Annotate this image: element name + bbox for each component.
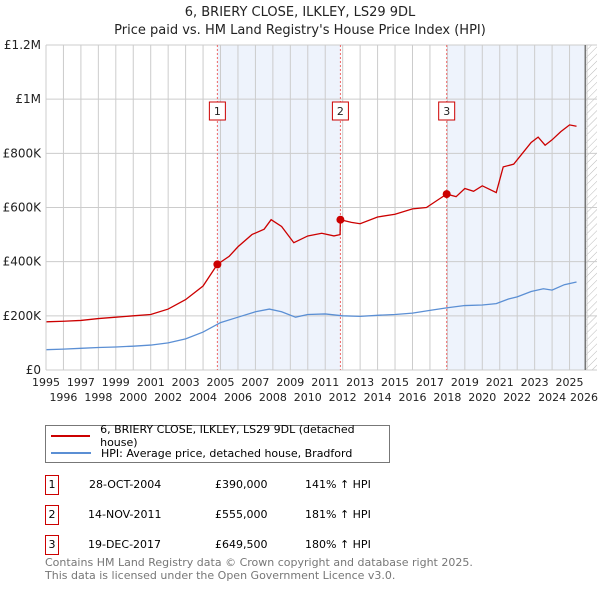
y-tick-label: £0: [26, 363, 41, 377]
hpi-line: [45, 281, 577, 351]
sale-date: 14-NOV-2011: [88, 508, 162, 521]
sale-marker: 3: [45, 535, 59, 555]
x-tick-label: 2002: [154, 391, 182, 404]
x-tick-label: 2003: [172, 376, 200, 389]
chart-subtitle: Price paid vs. HM Land Registry's House …: [114, 23, 486, 38]
x-tick-label: 2014: [364, 391, 392, 404]
x-tick-label: 2018: [433, 391, 461, 404]
sale-row: 3 19-DEC-2017 £649,500 180% ↑ HPI: [45, 535, 445, 555]
y-tick-label: £1.2M: [4, 38, 41, 52]
y-tick-label: £800K: [3, 146, 43, 160]
x-tick-label: 2013: [346, 376, 374, 389]
sale-hpi: 181% ↑ HPI: [305, 508, 371, 521]
x-tick-label: 1997: [67, 376, 95, 389]
x-tick-label: 2001: [137, 376, 165, 389]
x-tick-label: 2015: [381, 376, 409, 389]
sale-price: £649,500: [215, 538, 268, 551]
x-tick-label: 2006: [224, 391, 252, 404]
sale-marker-box: [331, 101, 349, 121]
x-tick-label: 2008: [259, 391, 287, 404]
legend-label-property: 6, BRIERY CLOSE, ILKLEY, LS29 9DL (detac…: [100, 423, 355, 449]
x-tick-label: 2005: [207, 376, 235, 389]
sale-marker-label: 1: [214, 105, 221, 118]
sale-marker-box: [208, 101, 226, 121]
chart-title: 6, BRIERY CLOSE, ILKLEY, LS29 9DL: [184, 5, 416, 20]
x-tick-label: 2025: [556, 376, 584, 389]
sale-price: £390,000: [215, 478, 268, 491]
x-tick-label: 1999: [102, 376, 130, 389]
sale-row: 2 14-NOV-2011 £555,000 181% ↑ HPI: [45, 505, 445, 525]
y-tick-label: £200K: [3, 309, 43, 323]
sale-marker: 2: [45, 505, 59, 525]
legend-label-hpi: HPI: Average price, detached house, Brad…: [101, 446, 353, 460]
x-tick-label: 2012: [329, 391, 357, 404]
x-tick-label: 2023: [521, 376, 549, 389]
sale-date: 28-OCT-2004: [89, 478, 162, 491]
sale-marker-label: 3: [443, 105, 450, 118]
footer-line-2: This data is licensed under the Open Gov…: [45, 569, 396, 582]
x-tick-label: 2007: [241, 376, 269, 389]
sale-marker: 1: [45, 475, 59, 495]
legend-swatch-hpi: [51, 452, 91, 454]
x-tick-label: 2017: [416, 376, 444, 389]
x-tick-label: 2009: [276, 376, 304, 389]
sale-hpi: 141% ↑ HPI: [305, 478, 371, 491]
x-tick-label: 2004: [189, 391, 217, 404]
sale-hpi: 180% ↑ HPI: [305, 538, 371, 551]
x-tick-label: 2011: [311, 376, 339, 389]
sale-price: £555,000: [215, 508, 268, 521]
sale-marker-label: 2: [337, 105, 344, 118]
footer: Contains HM Land Registry data © Crown c…: [45, 556, 473, 582]
sale-marker-box: [438, 101, 456, 121]
sale-point: [442, 190, 451, 199]
sale-date: 19-DEC-2017: [88, 538, 162, 551]
x-tick-label: 1995: [32, 376, 60, 389]
x-tick-label: 2020: [468, 391, 496, 404]
y-tick-label: £1M: [15, 92, 41, 106]
property-price-line: [45, 124, 577, 323]
x-tick-label: 2022: [503, 391, 531, 404]
x-tick-label: 2024: [538, 391, 566, 404]
plot-area: 1995 1996 1997 1998 1999 2000 2001 2002 2003 2004…: [3, 38, 598, 404]
x-tick-label: 2016: [398, 391, 426, 404]
sale-row: 1 28-OCT-2004 £390,000 141% ↑ HPI: [45, 475, 445, 495]
legend: 6, BRIERY CLOSE, ILKLEY, LS29 9DL (detac…: [45, 423, 390, 463]
legend-swatch-property: [51, 435, 91, 437]
y-tick-label: £600K: [3, 201, 43, 215]
x-tick-label: 1996: [49, 391, 77, 404]
sale-point: [213, 260, 222, 269]
y-tick-label: £400K: [3, 255, 43, 269]
footer-line-1: Contains HM Land Registry data © Crown c…: [45, 556, 473, 569]
x-tick-label: 2021: [486, 376, 514, 389]
x-tick-label: 2019: [451, 376, 479, 389]
x-tick-label: 1998: [84, 391, 112, 404]
sale-point: [336, 215, 345, 224]
x-tick-label: 2000: [119, 391, 147, 404]
x-tick-label: 2010: [294, 391, 322, 404]
x-tick-label: 2026: [570, 391, 598, 404]
